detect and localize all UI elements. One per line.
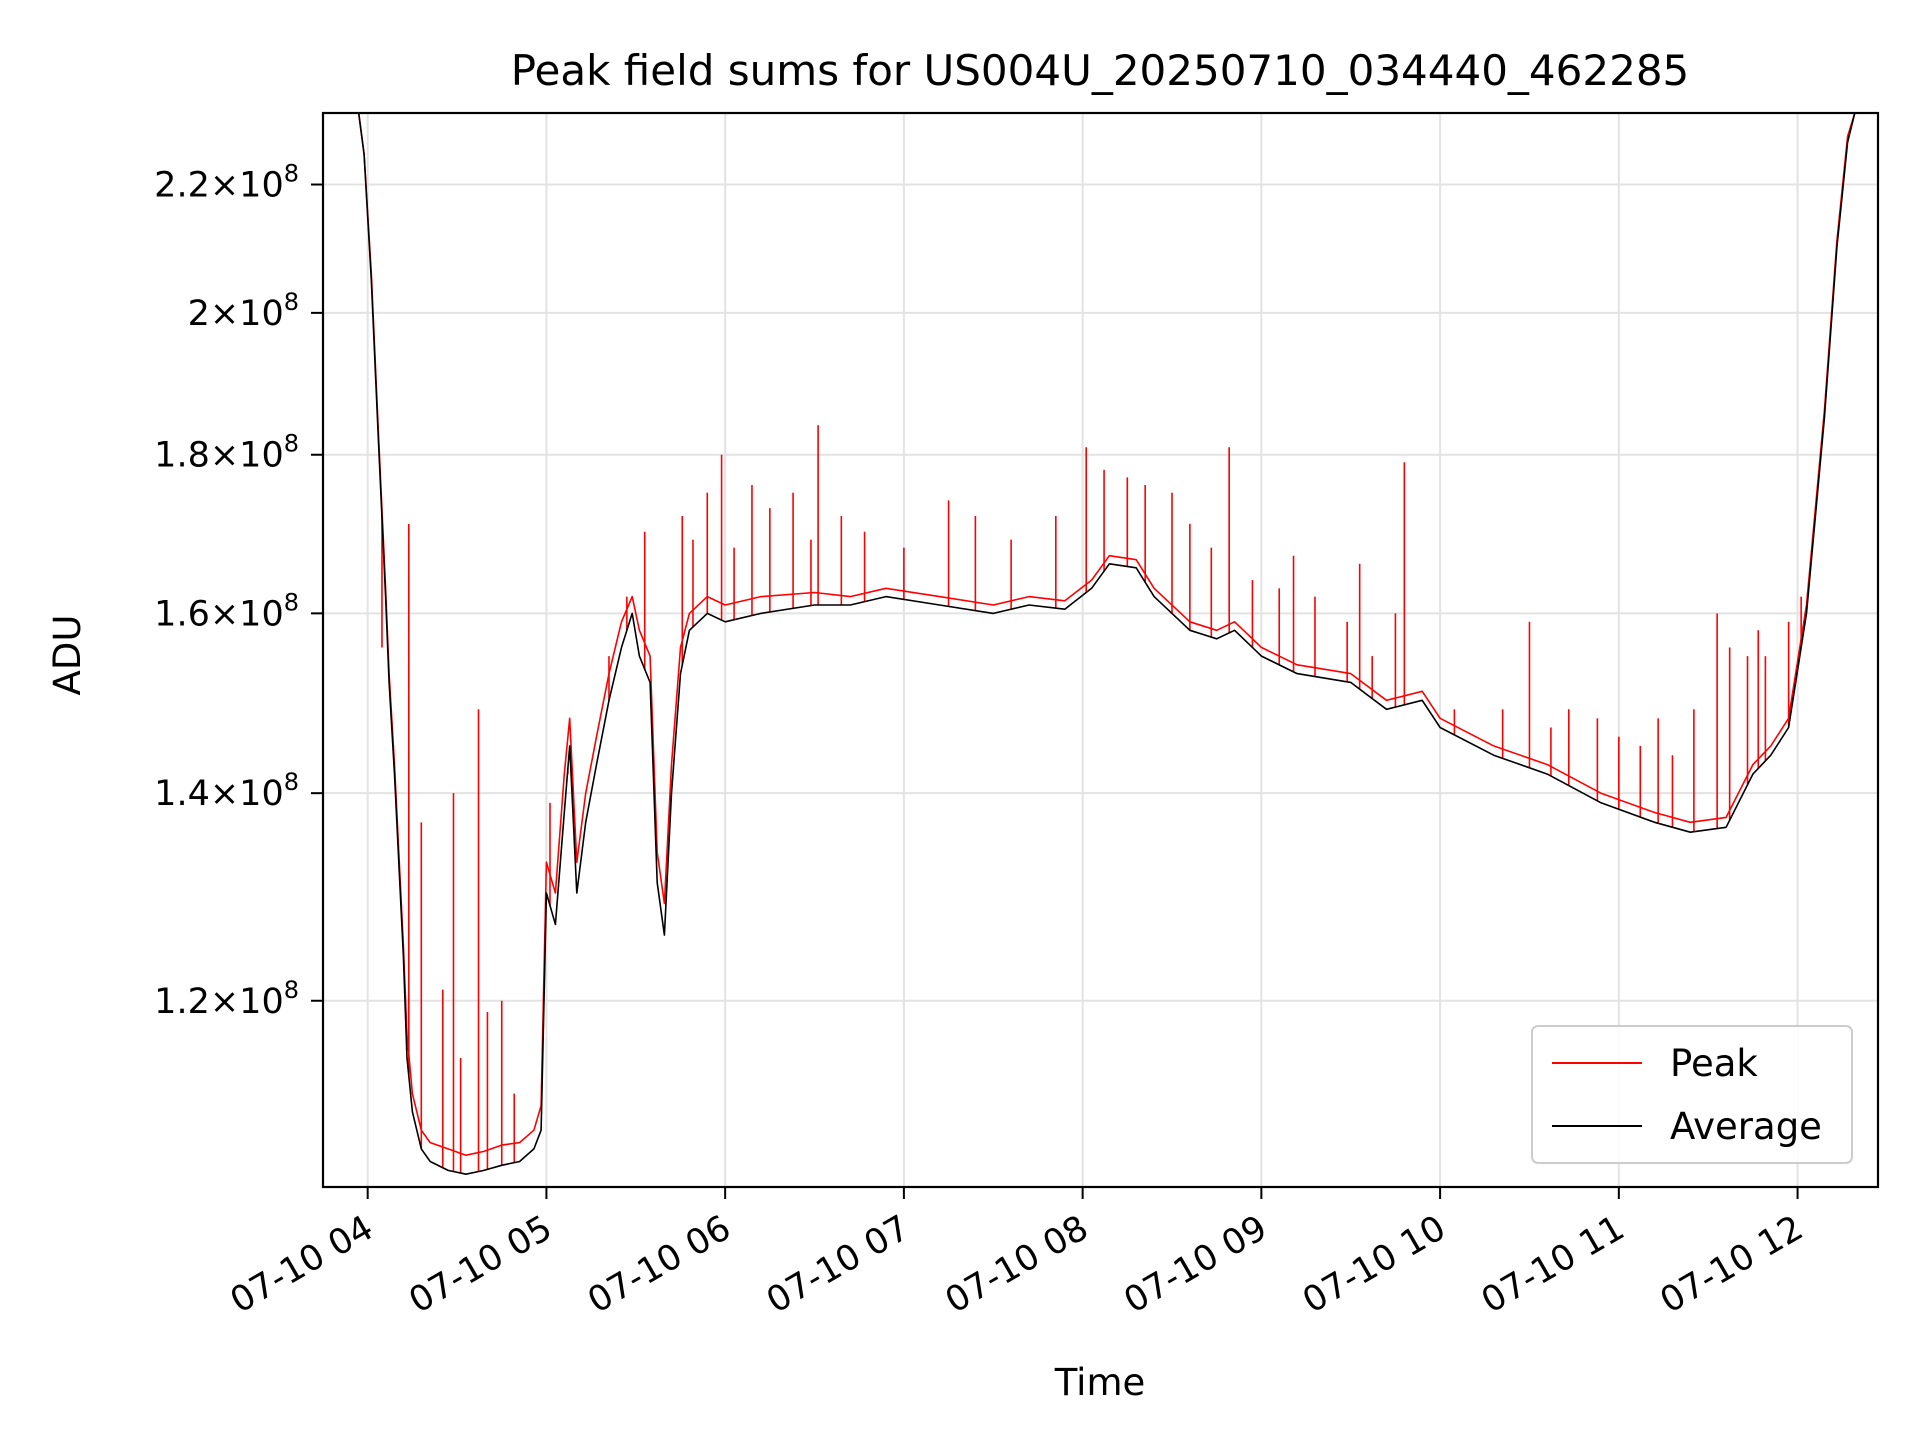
y-tick-label: 2×108 <box>188 288 299 334</box>
average-series-line <box>323 112 1878 1175</box>
series-layer <box>323 112 1878 1175</box>
chart-title: Peak field sums for US004U_20250710_0344… <box>511 46 1690 95</box>
y-tick-label: 2.2×108 <box>154 160 299 206</box>
y-axis-label: ADU <box>46 615 89 696</box>
legend-average-label: Average <box>1670 1105 1822 1148</box>
legend: Peak Average <box>1531 1025 1853 1164</box>
x-axis-label: Time <box>1054 1361 1146 1404</box>
peak-series-line <box>323 112 1878 1156</box>
y-tick-label: 1.6×108 <box>154 588 299 634</box>
y-tick-label: 1.2×108 <box>154 976 299 1022</box>
grid <box>323 113 1878 1187</box>
legend-peak-label: Peak <box>1670 1042 1758 1085</box>
y-tick-label: 1.4×108 <box>154 768 299 814</box>
y-axis: 1.2×108 1.4×108 1.6×108 1.8×108 2×108 2.2×108 <box>154 160 323 1022</box>
legend-box <box>1531 1025 1853 1164</box>
y-tick-label: 1.8×108 <box>154 430 299 476</box>
plot-frame <box>321 111 1880 1189</box>
